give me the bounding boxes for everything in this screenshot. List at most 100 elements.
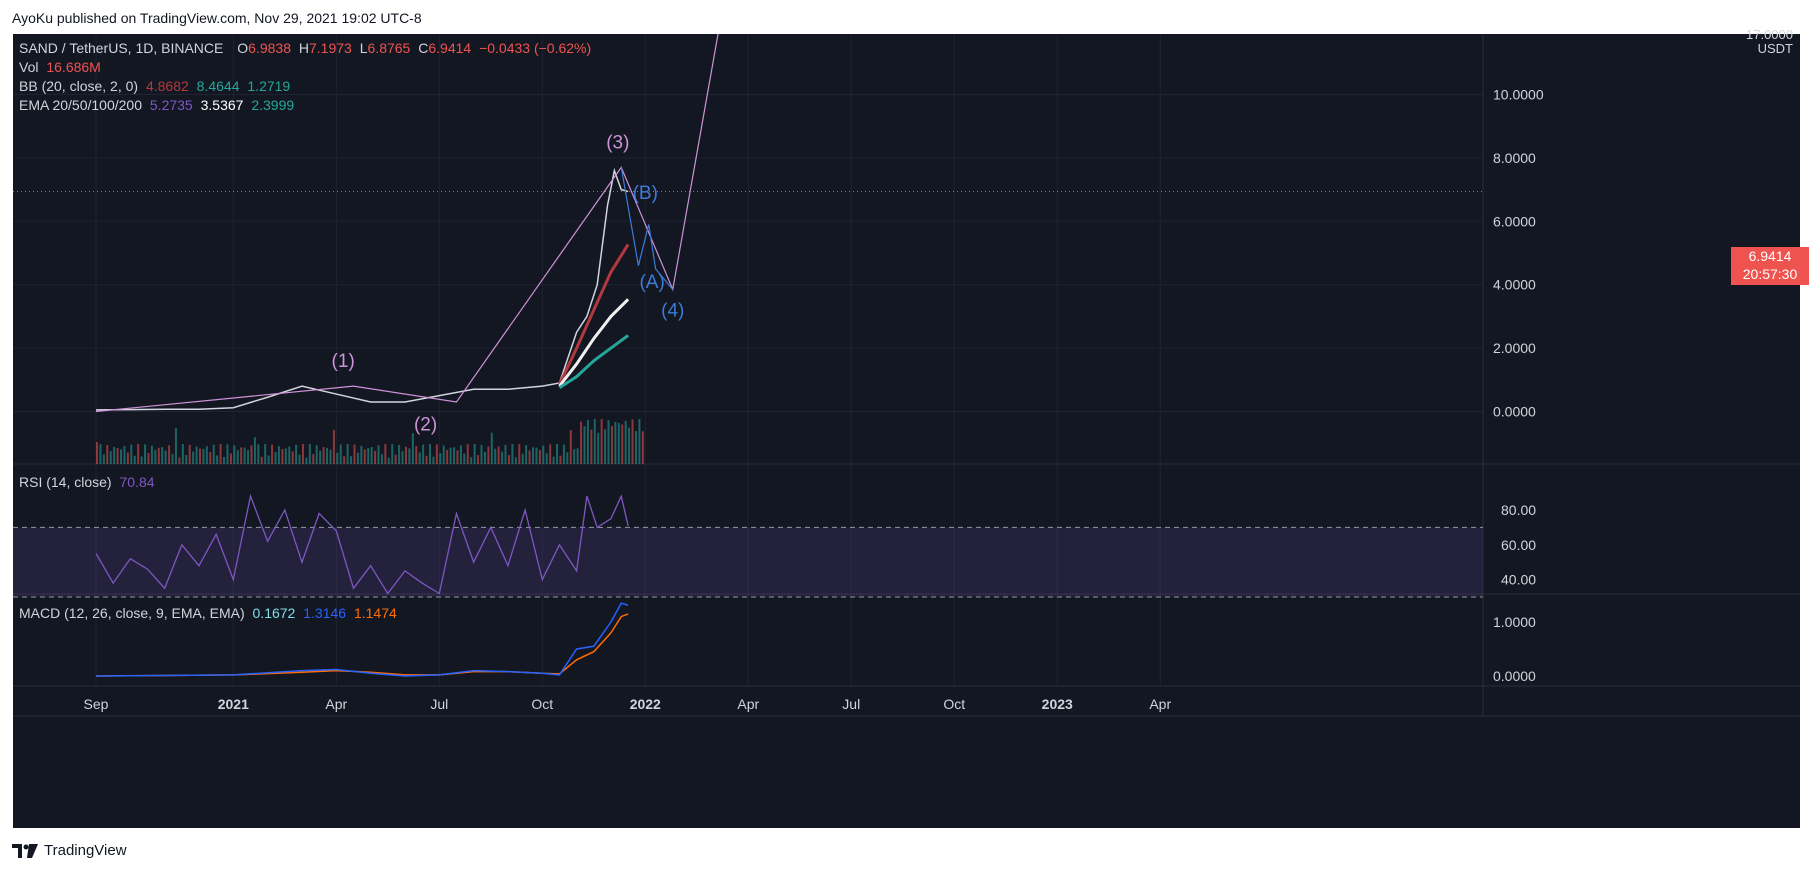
- rsi-legend[interactable]: RSI (14, close) 70.84: [19, 474, 155, 490]
- ema100-value: 2.3999: [251, 97, 295, 113]
- rsi-line: [95, 493, 629, 595]
- volume-bar: [597, 432, 600, 464]
- volume-bar: [384, 444, 387, 464]
- bb-legend[interactable]: BB (20, close, 2, 0) 4.8682 8.4644 1.271…: [19, 78, 290, 94]
- volume-bar: [157, 447, 160, 464]
- volume-bar: [614, 421, 617, 464]
- price-axis-header[interactable]: 17.0000 USDT: [1735, 28, 1793, 56]
- volume-bar: [315, 445, 318, 464]
- ema-legend[interactable]: EMA 20/50/100/200 5.2735 3.5367 2.3999: [19, 97, 294, 113]
- rsi-tick-label: 60.00: [1501, 537, 1536, 553]
- volume-bar: [178, 457, 181, 464]
- time-tick-label: Apr: [737, 696, 759, 712]
- symbol-name[interactable]: SAND / TetherUS, 1D, BINANCE: [19, 40, 224, 56]
- volume-bar: [593, 419, 596, 464]
- volume-bar: [161, 447, 164, 464]
- wave-label: (A): [639, 272, 664, 293]
- volume-bar: [267, 455, 270, 464]
- volume-bar: [542, 445, 545, 464]
- ema20-value: 5.2735: [149, 97, 193, 113]
- volume-bar: [233, 445, 236, 464]
- volume-bar: [226, 444, 229, 464]
- volume-bar: [480, 444, 483, 464]
- volume-bar: [604, 429, 607, 464]
- chart-svg[interactable]: 0.0000 2.0000 4.0000 6.0000 8.0000 10.0000 (1)…: [13, 34, 1800, 828]
- symbol-legend[interactable]: SAND / TetherUS, 1D, BINANCE O6.9838 H7.…: [19, 40, 591, 56]
- rsi-label: RSI (14, close): [19, 474, 112, 490]
- volume-bar: [126, 452, 129, 464]
- volume-bar: [229, 453, 232, 464]
- volume-bar: [586, 419, 589, 464]
- volume-bar: [535, 447, 538, 464]
- ema-line: [558, 298, 630, 388]
- volume-bar: [494, 448, 497, 464]
- volume-bar: [288, 446, 291, 464]
- bb-upper-value: 8.4644: [196, 78, 240, 94]
- volume-bar: [150, 445, 153, 464]
- close-label: C: [418, 40, 429, 56]
- rsi-tick-label: 40.00: [1501, 572, 1536, 588]
- time-tick-label: Apr: [325, 696, 347, 712]
- footer-brand-text: TradingView: [44, 842, 127, 859]
- price-axis-currency: USDT: [1757, 41, 1793, 56]
- volume-bar: [168, 445, 171, 464]
- volume-bar: [569, 430, 572, 464]
- volume-bar: [507, 455, 510, 464]
- wave-label: (4): [661, 300, 684, 321]
- volume-bar: [521, 453, 524, 464]
- volume-bar: [209, 451, 212, 464]
- volume-bar: [463, 453, 466, 464]
- volume-bar: [96, 442, 98, 464]
- volume-bar: [298, 454, 301, 464]
- volume-bar: [137, 444, 140, 464]
- volume-bar: [380, 454, 383, 464]
- volume-bar: [140, 456, 143, 464]
- elliott-wave-corrective: [620, 167, 674, 290]
- macd-legend[interactable]: MACD (12, 26, close, 9, EMA, EMA) 0.1672…: [19, 605, 397, 621]
- volume-bar: [631, 419, 634, 464]
- volume-bar: [377, 445, 380, 464]
- macd-line: [95, 602, 629, 677]
- volume-bar: [154, 449, 157, 464]
- last-price-value: 6.9414: [1748, 248, 1792, 264]
- volume-bar: [456, 450, 459, 464]
- volume-bar: [247, 450, 250, 464]
- volume-bar: [109, 451, 112, 464]
- volume-bar: [113, 446, 116, 464]
- volume-bar: [394, 454, 397, 464]
- price-line: [95, 167, 629, 411]
- volume-bar: [477, 455, 480, 464]
- time-tick-label: Sep: [84, 696, 109, 712]
- rsi-value: 70.84: [119, 474, 155, 490]
- time-tick-label: Apr: [1149, 696, 1171, 712]
- open-label: O: [237, 40, 249, 56]
- volume-bar: [336, 452, 339, 464]
- volume-value: 16.686M: [46, 59, 101, 75]
- low-label: L: [359, 40, 368, 56]
- last-price-tag[interactable]: 6.9414 20:57:30: [1731, 247, 1809, 285]
- footer-brand[interactable]: TradingView: [12, 842, 127, 859]
- volume-bar: [425, 455, 428, 464]
- volume-bar: [573, 449, 576, 464]
- volume-bar: [102, 454, 105, 464]
- wave-label: (3): [606, 132, 629, 153]
- volume-bar: [459, 445, 462, 464]
- volume-legend[interactable]: Vol 16.686M: [19, 59, 101, 75]
- price-tick-label: 0.0000: [1493, 404, 1536, 420]
- volume-bar: [487, 446, 490, 464]
- volume-bar: [253, 437, 256, 464]
- volume-bar: [432, 456, 435, 464]
- volume-bar: [205, 446, 208, 464]
- bb-label: BB (20, close, 2, 0): [19, 78, 139, 94]
- volume-bar: [332, 429, 335, 464]
- volume-bar: [223, 457, 226, 464]
- macd-line-value: 1.3146: [303, 605, 347, 621]
- volume-bar: [538, 449, 541, 464]
- wave-label: (2): [414, 415, 437, 436]
- chart-area[interactable]: 0.0000 2.0000 4.0000 6.0000 8.0000 10.0000 (1)…: [13, 28, 1809, 828]
- price-tick-label: 8.0000: [1493, 150, 1536, 166]
- volume-bar: [174, 428, 177, 464]
- volume-bar: [511, 444, 514, 464]
- volume-bar: [580, 421, 583, 464]
- volume-bar: [195, 446, 198, 464]
